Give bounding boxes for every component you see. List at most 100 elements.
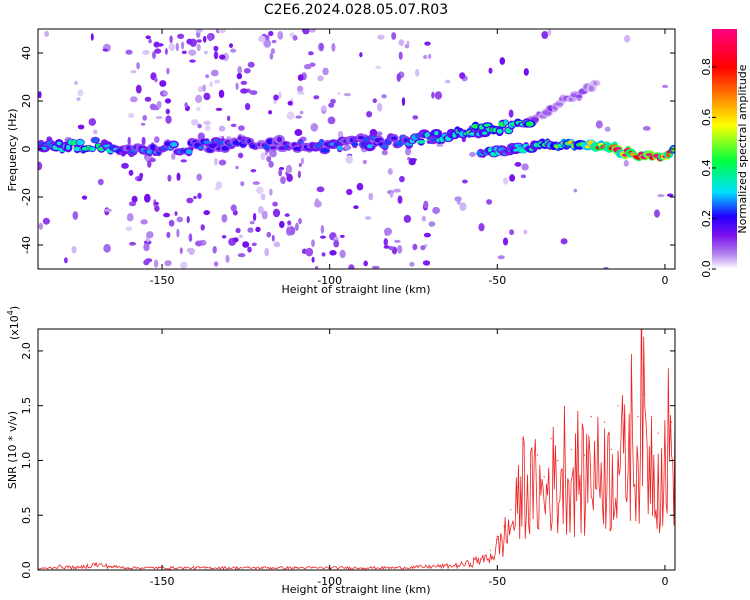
noise-blob — [271, 234, 275, 242]
noise-blob — [372, 98, 377, 103]
noise-blob — [197, 192, 202, 199]
noise-blob — [272, 201, 278, 207]
noise-blob — [623, 160, 629, 167]
noise-blob — [666, 193, 674, 197]
noise-blob — [299, 110, 304, 115]
noise-blob — [164, 98, 172, 104]
noise-blob — [348, 264, 355, 269]
noise-blob — [391, 32, 397, 40]
noise-blob — [269, 188, 273, 196]
ridge-upper-core — [336, 145, 343, 151]
noise-blob — [90, 33, 94, 41]
noise-blob — [269, 52, 274, 60]
noise-blob — [273, 94, 279, 101]
noise-blob — [509, 229, 515, 236]
ridge-upper-core — [221, 146, 229, 151]
noise-blob — [328, 102, 335, 108]
noise-blob — [428, 53, 432, 60]
snr-point — [195, 567, 197, 569]
y-tick-label: 0.0 — [20, 561, 33, 579]
noise-blob — [285, 164, 293, 174]
snr-point — [550, 437, 552, 440]
noise-blob — [196, 106, 201, 112]
x-tick-label: -150 — [150, 575, 175, 588]
snr-x-axis-label: Height of straight line (km) — [281, 583, 430, 596]
ridge-upper-core — [416, 140, 426, 144]
noise-blob — [128, 112, 135, 119]
x-tick-label: -100 — [317, 274, 342, 287]
y-tick-label: 20 — [20, 94, 33, 108]
x-tick-label: -50 — [488, 575, 506, 588]
faint-branch-core — [593, 81, 598, 86]
noise-blob — [218, 159, 227, 166]
noise-blob — [237, 66, 243, 75]
noise-blob — [292, 35, 298, 41]
noise-blob — [298, 217, 302, 225]
noise-blob — [203, 50, 208, 55]
y-tick-label: -20 — [20, 188, 33, 206]
noise-blob — [126, 213, 134, 222]
noise-blob — [503, 177, 509, 185]
noise-blob — [393, 188, 401, 193]
noise-blob — [168, 43, 175, 52]
ridge-upper-core — [89, 146, 96, 152]
spectrogram-x-axis-label: Height of straight line (km) — [281, 283, 430, 296]
noise-blob — [339, 234, 345, 238]
ridge-upper-core — [320, 148, 330, 153]
noise-blob — [176, 172, 181, 181]
noise-blob — [38, 91, 42, 99]
colorbar-tick-label: 0.6 — [700, 109, 713, 127]
noise-blob — [462, 179, 468, 184]
noise-blob — [147, 160, 152, 168]
snr-scale-suffix: ) — [8, 306, 21, 310]
noise-blob — [230, 48, 237, 53]
noise-blob — [371, 265, 380, 269]
noise-blob — [377, 102, 383, 112]
noise-blob — [235, 165, 239, 170]
noise-blob — [394, 239, 401, 243]
spectrogram-marks — [38, 29, 675, 269]
snr-y-ticks: 0.0 0.5 1.0 1.5 2.0 — [20, 342, 675, 579]
noise-blob — [71, 246, 77, 254]
noise-blob — [397, 195, 403, 204]
noise-blob — [409, 261, 415, 267]
noise-blob — [404, 44, 410, 49]
snr-frame — [37, 328, 676, 571]
snr-point — [228, 567, 230, 569]
noise-blob — [186, 38, 193, 45]
ridge-upper-core — [92, 137, 99, 144]
noise-blob — [149, 103, 157, 111]
noise-blob — [381, 150, 388, 156]
noise-blob — [198, 86, 203, 93]
noise-blob — [127, 136, 131, 146]
noise-blob — [397, 244, 403, 254]
noise-blob — [662, 84, 669, 89]
noise-blob — [266, 231, 272, 238]
noise-blob — [240, 80, 248, 85]
x-tick-label: 0 — [661, 274, 668, 287]
noise-blob — [359, 52, 363, 58]
noise-blob — [295, 115, 302, 119]
noise-blob — [141, 136, 146, 146]
noise-blob — [345, 155, 353, 164]
ridge-upper-core — [503, 120, 509, 125]
noise-blob — [368, 192, 374, 201]
snr-point — [262, 567, 264, 569]
noise-blob — [286, 173, 293, 182]
chart-title: C2E6.2024.028.05.07.R03 — [264, 2, 448, 18]
noise-blob — [135, 84, 142, 94]
snr-point — [570, 448, 572, 451]
noise-blob — [383, 245, 390, 249]
snr-scale-exponent: 4 — [6, 310, 15, 315]
noise-blob — [218, 125, 226, 132]
noise-blob — [103, 243, 111, 253]
y-tick-label: 1.0 — [20, 452, 33, 470]
noise-blob — [436, 143, 444, 147]
ridge-upper-core — [76, 139, 85, 146]
noise-blob — [188, 247, 195, 255]
noise-blob — [252, 212, 257, 222]
noise-blob — [243, 68, 251, 74]
noise-blob — [271, 39, 277, 44]
noise-blob — [181, 50, 187, 55]
noise-blob — [362, 159, 367, 165]
